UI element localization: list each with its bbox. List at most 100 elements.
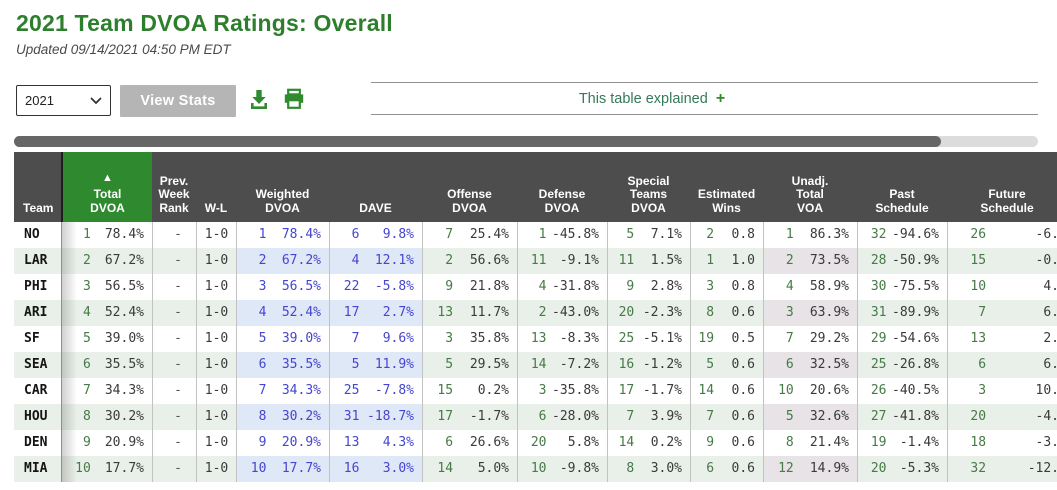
cell-unadj: 10 20.6% (763, 378, 857, 404)
table-row: MIA 10 17.7% -1-0 10 17.7% 16 3.0% 14 5.0% 10 -9.8%… (14, 456, 1057, 482)
stat-value: 11.9% (374, 357, 414, 372)
rank-value: 6 (785, 357, 794, 372)
cell-total: 3 56.5% (61, 274, 152, 300)
stat-value: -1.2% (642, 357, 682, 372)
rank-value: 10 (778, 383, 794, 398)
stat-value: -8.3% (559, 331, 599, 346)
year-select[interactable]: 2021 (16, 85, 111, 116)
team-cell: MIA (14, 456, 61, 482)
rank-value: 7 (785, 331, 794, 346)
rank-value: 30 (870, 279, 887, 294)
table-header-row: Team ▲ Total DVOA Prev. Week Rank W-L We… (14, 152, 1057, 222)
column-header-estimated-wins[interactable]: Estimated Wins (697, 187, 756, 216)
column-header-unadj-total-voa[interactable]: Unadj. Total VOA (791, 173, 829, 216)
rank-value: 1 (706, 253, 715, 268)
column-header-prev-week-rank[interactable]: Prev. Week Rank (158, 173, 190, 216)
rank-value: 18 (970, 435, 987, 450)
view-stats-button[interactable]: View Stats (120, 85, 236, 117)
rank-value: 10 (75, 461, 91, 476)
rank-value: 25 (870, 357, 887, 372)
cell-unadj: 5 32.6% (763, 404, 857, 430)
stat-value: 20.6% (809, 383, 849, 398)
cell-weighted: 10 17.7% (236, 456, 329, 482)
rank-value: 3 (785, 305, 794, 320)
table-row: SEA 6 35.5% -1-0 6 35.5% 5 11.9% 5 29.5% 14 -7.2% 16… (14, 352, 1057, 378)
cell-dave: 4 12.1% (329, 248, 422, 274)
column-header-past-schedule[interactable]: Past Schedule (875, 187, 929, 216)
rank-value: 4 (258, 305, 267, 320)
column-header-weighted-dvoa[interactable]: Weighted DVOA (255, 187, 310, 216)
rank-value: 20 (530, 435, 547, 450)
rank-value: 15 (970, 253, 987, 268)
page-title: 2021 Team DVOA Ratings: Overall (16, 10, 393, 36)
cell-past: 25 -26.8% (857, 352, 947, 378)
column-header-w-l[interactable]: W-L (204, 201, 228, 216)
rank-value: 7 (258, 383, 267, 398)
horizontal-scrollbar-thumb[interactable] (14, 136, 941, 147)
stat-value: 3.9% (650, 409, 682, 424)
stat-value: 52.4% (104, 305, 144, 320)
stat-value: -4. (1035, 409, 1057, 424)
stat-value: -5.3% (899, 461, 939, 476)
cell-future: 20 -4. (947, 404, 1057, 430)
rank-value: 14 (437, 461, 454, 476)
stat-value: 6. (1043, 305, 1057, 320)
rank-value: 6 (351, 227, 360, 242)
cell-offense: 6 26.6% (422, 430, 517, 456)
column-header-defense-dvoa[interactable]: Defense DVOA (538, 187, 586, 216)
column-header-total-dvoa[interactable]: ▲ Total DVOA (61, 152, 152, 222)
column-header-offense-dvoa[interactable]: Offense DVOA (447, 187, 492, 216)
stat-value: 30.2% (104, 409, 144, 424)
rank-value: 10 (530, 461, 547, 476)
stat-value: 5.8% (567, 435, 599, 450)
table-row: NO 1 78.4% -1-0 1 78.4% 6 9.8% 7 25.4% 1 -45.8% 5 7.1… (14, 222, 1057, 248)
stat-value: 2.7% (382, 305, 414, 320)
stat-value: 0.6 (731, 357, 755, 372)
rank-value: 26 (970, 227, 987, 242)
column-header-dave[interactable]: DAVE (359, 201, 392, 216)
cell-est_wins: 14 0.6 (690, 378, 763, 404)
stat-value: 12.1% (374, 253, 414, 268)
stat-value: 21.4% (809, 435, 849, 450)
stat-value: 1.5% (650, 253, 682, 268)
stat-value: 58.9% (809, 279, 849, 294)
stat-value: 21.8% (469, 279, 509, 294)
cell-defense: 6 -28.0% (517, 404, 607, 430)
stat-value: 73.5% (809, 253, 849, 268)
download-icon[interactable] (246, 87, 272, 113)
cell-st: 16 -1.2% (607, 352, 690, 378)
stat-value: 78.4% (281, 227, 321, 242)
table-explained-toggle[interactable]: This table explained + (371, 82, 1038, 115)
stat-value: 3.0% (382, 461, 414, 476)
cell-offense: 3 35.8% (422, 326, 517, 352)
cell-st: 9 2.8% (607, 274, 690, 300)
rank-value: 3 (445, 331, 454, 346)
team-cell: SF (24, 331, 40, 346)
rank-value: 10 (250, 461, 267, 476)
cell-defense: 14 -7.2% (517, 352, 607, 378)
column-header-team[interactable]: Team (23, 201, 54, 216)
cell-dave: 7 9.6% (329, 326, 422, 352)
stat-value: -1.7% (642, 383, 682, 398)
cell-weighted: 9 20.9% (236, 430, 329, 456)
cell-total: 6 35.5% (61, 352, 152, 378)
stat-value: 9.6% (382, 331, 414, 346)
rank-value: 5 (445, 357, 454, 372)
team-cell: PHI (24, 279, 48, 294)
stat-value: -50.9% (892, 253, 939, 268)
cell-offense: 2 56.6% (422, 248, 517, 274)
stat-value: -9.8% (559, 461, 599, 476)
print-icon[interactable] (281, 87, 307, 113)
stat-value: 17.7% (281, 461, 321, 476)
stat-value: 4.3% (382, 435, 414, 450)
cell-future: 26 -6. (947, 222, 1057, 248)
stat-value: -75.5% (892, 279, 939, 294)
stat-value: -18.7% (367, 409, 414, 424)
rank-value: 3 (706, 279, 715, 294)
column-header-future-schedule[interactable]: Future Schedule (980, 187, 1034, 216)
horizontal-scrollbar[interactable] (14, 136, 1038, 147)
cell-past: 30 -75.5% (857, 274, 947, 300)
column-header-special-teams-dvoa[interactable]: Special Teams DVOA (627, 173, 670, 216)
rank-value: 7 (445, 227, 454, 242)
